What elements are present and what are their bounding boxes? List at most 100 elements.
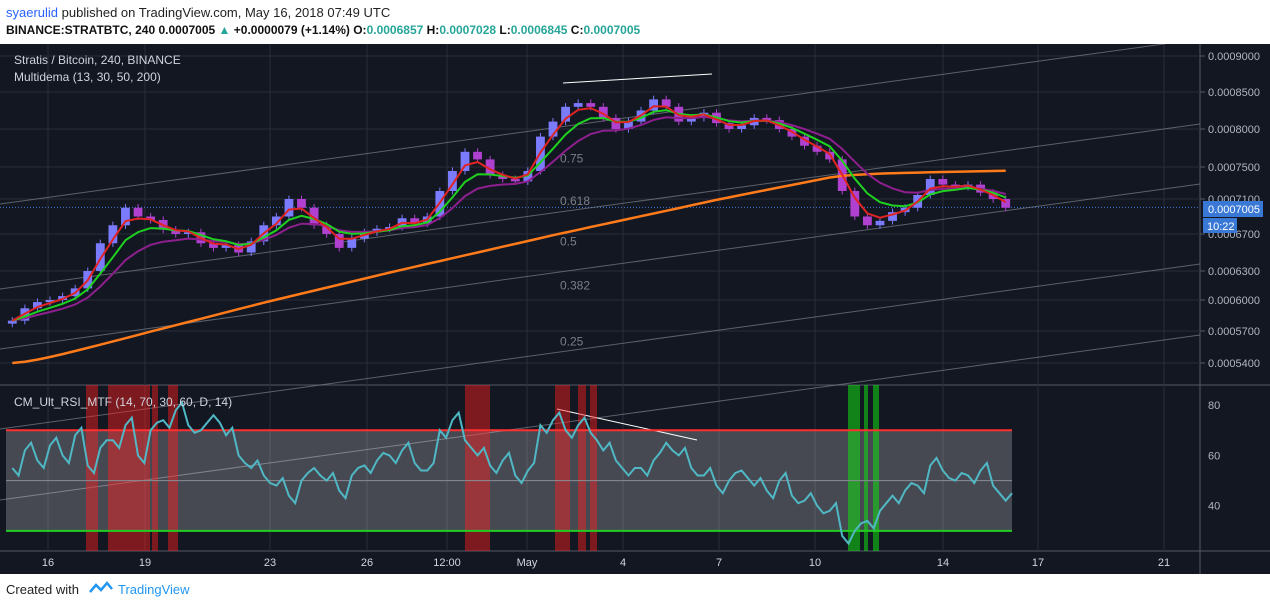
time-tick-label: 16 <box>42 557 54 569</box>
time-tick-label: 19 <box>139 557 151 569</box>
time-tick-label: May <box>517 557 538 569</box>
candle-body <box>347 238 357 248</box>
ema-200-line <box>12 169 1006 365</box>
candle-body <box>33 302 42 309</box>
candle-body <box>762 117 772 121</box>
candle-body <box>888 212 897 221</box>
oversold-band <box>848 385 860 551</box>
fib-level-label: 0.25 <box>560 335 584 349</box>
candle-body <box>473 151 482 160</box>
price-tag-text: 0.0007005 <box>1208 204 1260 216</box>
rsi-series-line <box>11 400 1013 546</box>
candle-body <box>573 103 583 107</box>
rsi-label: CM_Ult_RSI_MTF (14, 70, 30, 60, D, 14) <box>14 395 232 409</box>
candle-body <box>586 103 596 107</box>
rsi-tick-label: 60 <box>1208 450 1220 462</box>
tradingview-logo-icon <box>89 581 113 593</box>
trend-line <box>0 334 1201 501</box>
low-label: L: <box>499 23 511 37</box>
candle-body <box>598 106 608 118</box>
pane-title: Stratis / Bitcoin, 240, BINANCE <box>14 53 181 67</box>
candle-body <box>686 117 696 122</box>
rsi-bands <box>6 385 1012 551</box>
price-tick-label: 0.0008000 <box>1208 124 1260 136</box>
time-tick-label: 12:00 <box>433 557 461 569</box>
close-value: 0.0007005 <box>583 23 641 37</box>
grid-lines <box>0 44 1200 551</box>
trend-line <box>0 263 1201 430</box>
overbought-band <box>152 385 158 551</box>
ema-50-line <box>12 115 1006 322</box>
candle-body <box>133 207 143 217</box>
candle-body <box>271 216 281 226</box>
overbought-band <box>555 385 570 551</box>
x-axis-labels: 16 19 23 26 12:00 May 4 7 10 14 17 21 <box>42 557 1170 569</box>
overbought-band <box>108 385 150 551</box>
candle-body <box>95 243 105 271</box>
candle-body <box>850 191 860 217</box>
price-tick-label: 0.0005400 <box>1208 358 1260 370</box>
candle-body <box>611 117 621 129</box>
fib-level-label: 0.5 <box>560 234 577 248</box>
candle-body <box>724 123 734 129</box>
trend-line <box>0 123 1201 290</box>
fib-level-label: 0.618 <box>560 194 590 208</box>
candle-body <box>297 199 306 208</box>
candle-body <box>800 136 809 146</box>
change-text: +0.0000079 (+1.14%) <box>233 23 350 37</box>
tradingview-link[interactable]: TradingView <box>118 582 190 597</box>
close-label: C: <box>570 23 584 37</box>
time-tag <box>1203 218 1237 233</box>
overbought-band <box>590 385 597 551</box>
time-tick-label: 4 <box>620 557 626 569</box>
fib-levels: 0.75 0.618 0.5 0.382 0.25 <box>560 152 590 349</box>
candle-body <box>862 216 872 226</box>
high-label: H: <box>426 23 440 37</box>
trend-line <box>0 183 1201 350</box>
last-price: 0.0007005 <box>158 23 216 37</box>
price-tick-label: 0.0006000 <box>1208 295 1260 307</box>
price-tick-label: 0.0009000 <box>1208 51 1260 63</box>
chart-canvas[interactable]: 0.75 0.618 0.5 0.382 0.25 0.0009000 0.0008500… <box>0 44 1270 574</box>
time-tick-label: 23 <box>264 557 276 569</box>
open-label: O: <box>353 23 367 37</box>
candle-body <box>410 218 420 224</box>
candle-body <box>121 207 130 226</box>
price-axis[interactable] <box>1200 44 1270 574</box>
footer: Created with TradingView <box>0 574 1270 606</box>
price-divergence-line <box>562 73 713 84</box>
candle-body <box>322 225 332 234</box>
candle-body <box>561 106 570 122</box>
rsi-line <box>11 400 1013 546</box>
rsi-tick-label: 40 <box>1208 501 1220 513</box>
price-tick-label: 0.0007500 <box>1208 162 1260 174</box>
candle-body <box>146 216 156 220</box>
candle-body <box>448 171 457 191</box>
time-tick-label: 10 <box>809 557 821 569</box>
candle-body <box>209 243 218 248</box>
oversold-band <box>864 385 868 551</box>
ema-lines <box>11 105 1007 365</box>
oversold-band <box>873 385 879 551</box>
chart-header: syaerulid published on TradingView.com, … <box>0 0 1270 44</box>
author-link[interactable]: syaerulid <box>6 5 59 20</box>
price-tick-label: 0.0006300 <box>1208 266 1260 278</box>
created-with-text: Created with <box>6 582 79 597</box>
candle-body <box>221 245 231 248</box>
candle-body <box>171 229 181 234</box>
time-tag-text: 10:22 <box>1207 221 1235 233</box>
candle-body <box>737 125 747 129</box>
symbol-text: BINANCE:STRATBTC, 240 <box>6 23 156 37</box>
open-value: 0.0006857 <box>366 23 424 37</box>
publish-line: syaerulid published on TradingView.com, … <box>6 5 390 20</box>
up-arrow-icon: ▲ <box>218 23 231 37</box>
candle-body <box>661 99 671 107</box>
candle-body <box>649 99 659 111</box>
overbought-band <box>168 385 178 551</box>
rsi-divergence-line <box>556 408 698 441</box>
candle-body <box>7 320 17 324</box>
trend-channels <box>0 44 1201 501</box>
fib-level-label: 0.75 <box>560 152 584 166</box>
candle-body <box>334 234 344 248</box>
candle-body <box>284 199 294 217</box>
